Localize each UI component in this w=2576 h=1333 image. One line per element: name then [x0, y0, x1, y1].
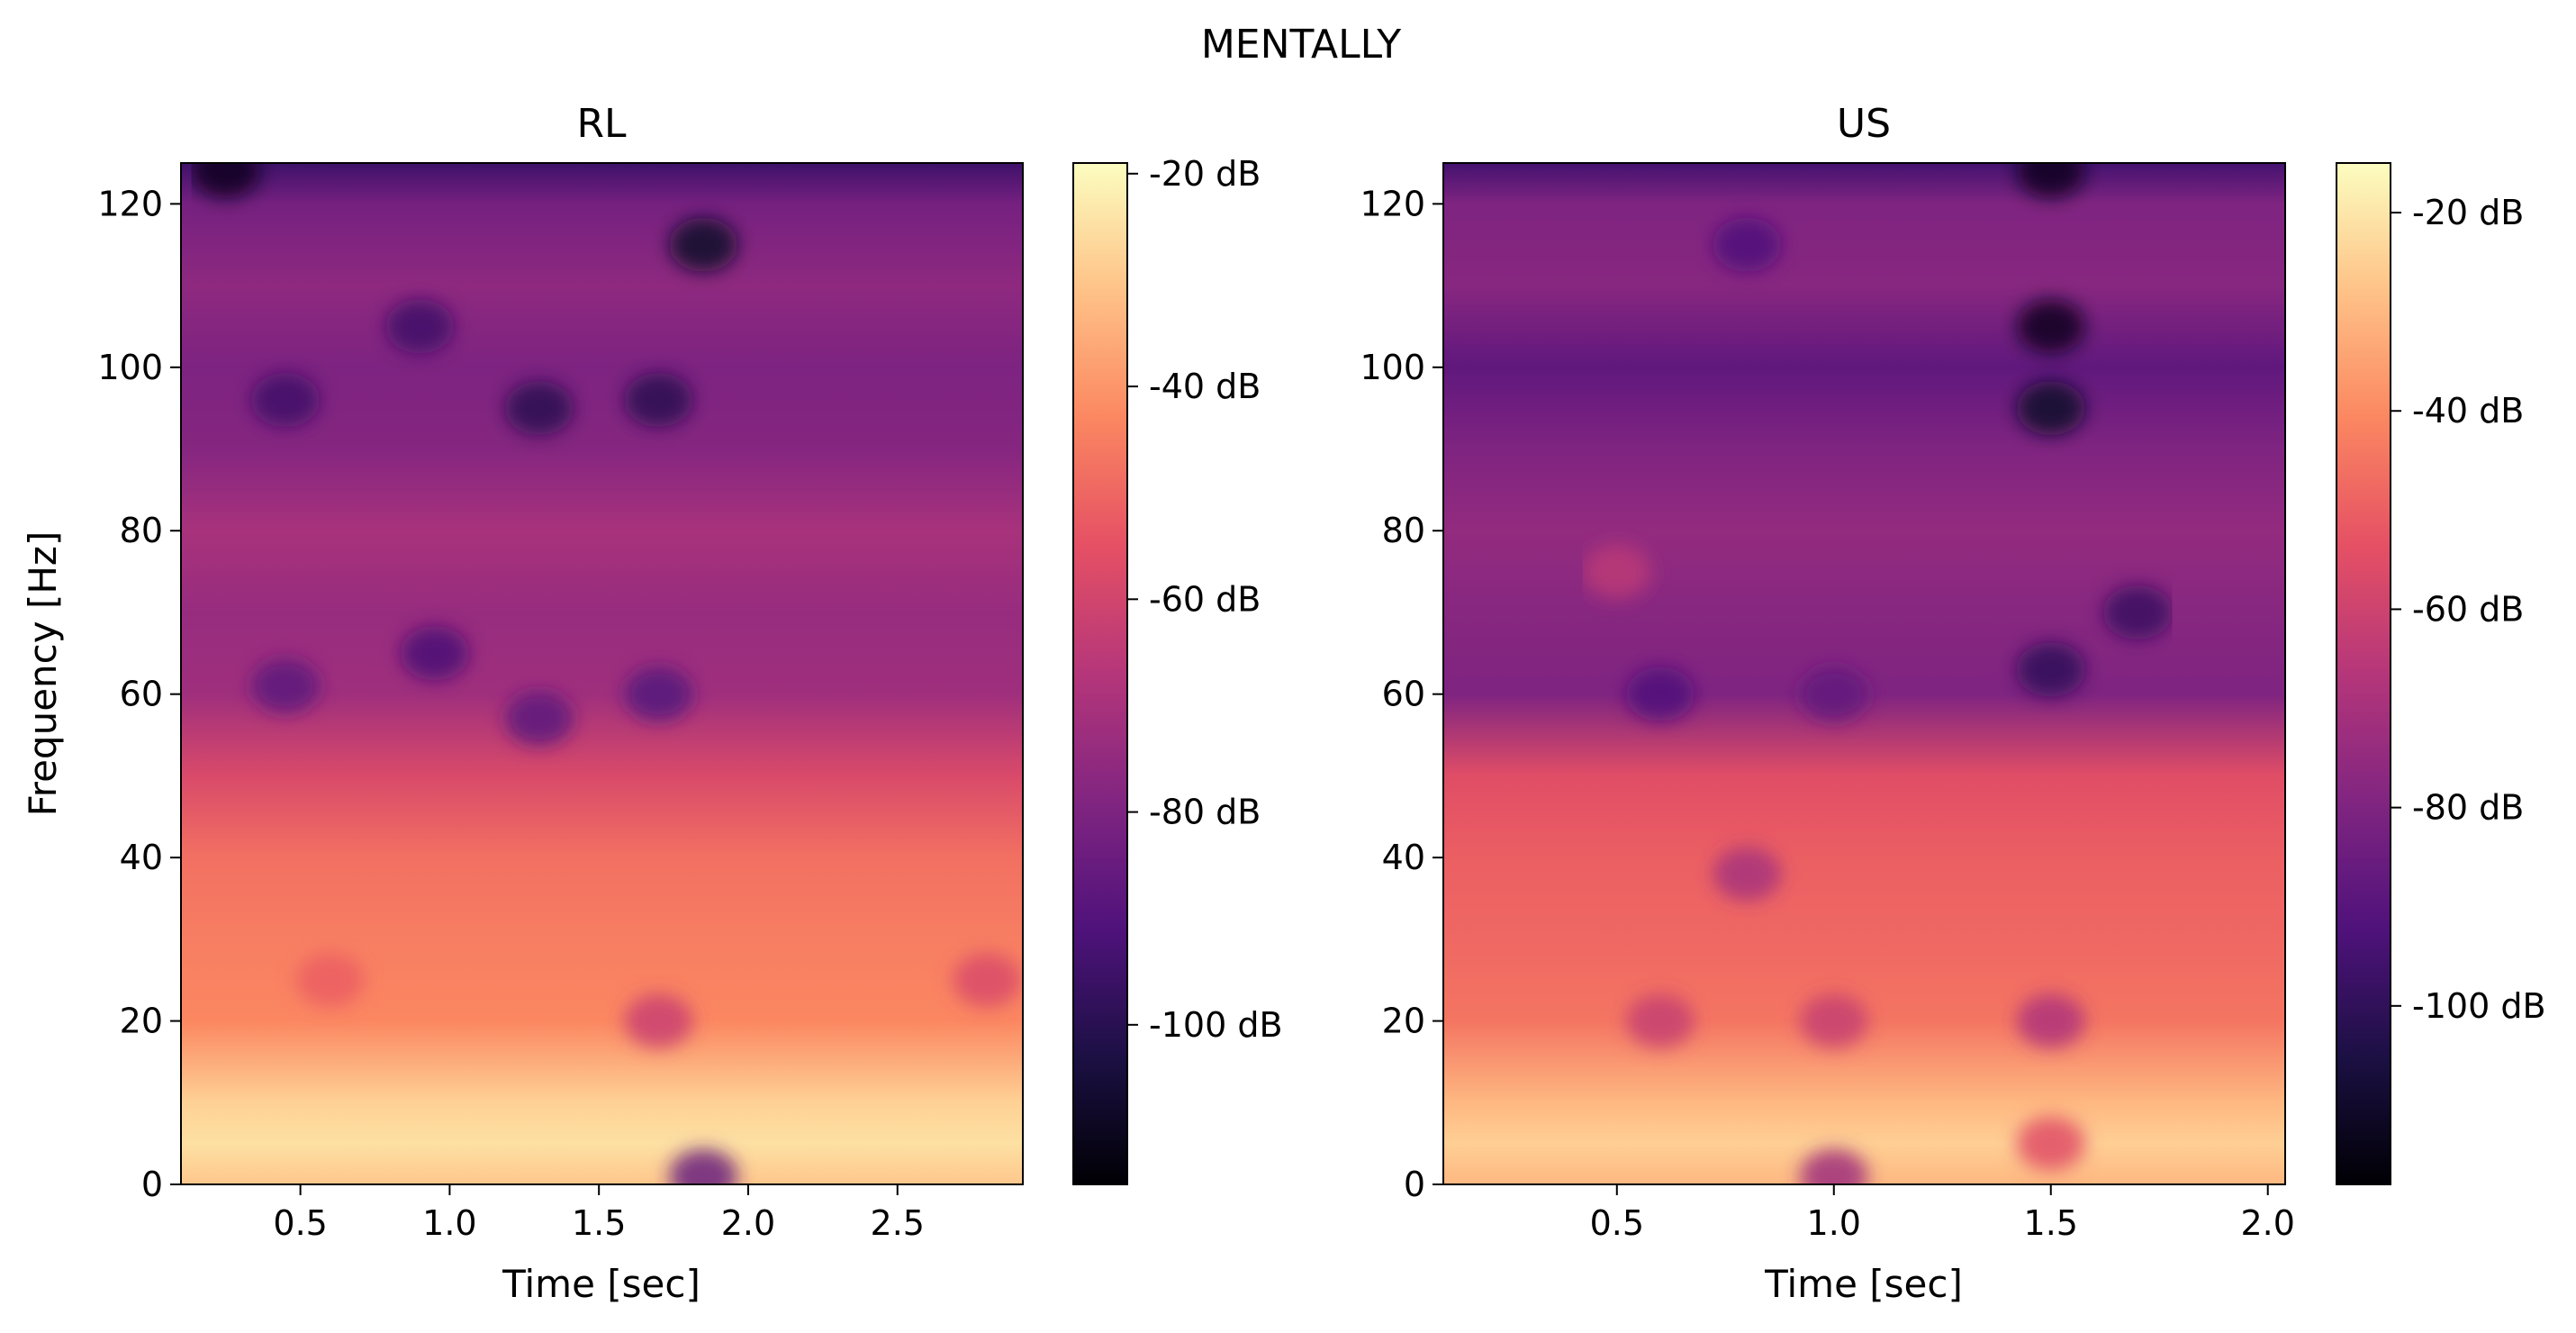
colorbar-tick-label: -60 dB: [2412, 589, 2524, 629]
y-tick-label: 120: [1360, 184, 1425, 223]
colorbar-ticks: -20 dB -40 dB -60 dB -80 dB -100 dB: [1127, 154, 1283, 1045]
x-axis-label: Time [sec]: [1764, 1262, 1963, 1306]
colorbar-tick-label: -80 dB: [2412, 788, 2524, 828]
spectrogram-heatmap: [1443, 163, 2285, 1184]
figure-title: MENTALLY: [1201, 22, 1401, 68]
x-tick-label: 1.0: [1807, 1203, 1861, 1243]
x-tick-label: 2.5: [871, 1203, 925, 1243]
y-tick-label: 20: [1382, 1002, 1425, 1041]
spectrogram-feature: [669, 1148, 738, 1184]
x-tick-label: 2.0: [721, 1203, 775, 1243]
spectrogram-feature: [1625, 993, 1695, 1048]
spectrogram-feature: [504, 691, 574, 746]
colorbar-tick-label: -100 dB: [2412, 986, 2546, 1026]
colorbar-tick-label: -60 dB: [1149, 579, 1261, 619]
x-tick-label: 2.0: [2241, 1203, 2295, 1243]
colorbar-tick-label: -20 dB: [2412, 193, 2524, 232]
x-tick-label: 1.0: [422, 1203, 476, 1243]
x-tick-label: 0.5: [1590, 1203, 1644, 1243]
x-axis-ticks: 0.5 1.0 1.5 2.0: [1590, 1184, 2295, 1243]
y-tick-label: 0: [141, 1165, 163, 1204]
spectrogram-feature: [2016, 993, 2085, 1048]
panel-title: RL: [576, 101, 627, 147]
spectrogram-feature: [624, 373, 693, 428]
spectrogram-background: [181, 163, 1023, 1184]
y-axis-ticks: 0 20 40 60 80 100 120: [97, 184, 181, 1204]
spectrogram-feature: [400, 626, 469, 681]
spectrogram-feature: [1799, 993, 1868, 1048]
y-tick-label: 60: [1382, 675, 1425, 714]
plot-frame: [1442, 162, 2286, 1185]
spectrogram-feature: [2016, 381, 2085, 436]
y-tick-label: 100: [1360, 348, 1425, 387]
y-axis-ticks: 0 20 40 60 80 100 120: [1360, 184, 1443, 1204]
spectrogram-feature: [2016, 642, 2085, 697]
y-tick-label: 100: [97, 348, 163, 387]
spectrogram-feature: [624, 993, 693, 1048]
colorbar: [1072, 162, 1128, 1185]
colorbar: [2336, 162, 2391, 1185]
colorbar-ticks: -20 dB -40 dB -60 dB -80 dB -100 dB: [2391, 193, 2546, 1026]
colorbar-tick-label: -40 dB: [1149, 367, 1261, 406]
spectrogram-panel-us: US 0.5 1.0 1.5 2.0 0 20 40 60 80 100 120 Time [se…: [1360, 101, 2545, 1306]
spectrogram-feature: [624, 666, 693, 721]
panel-title: US: [1837, 101, 1891, 147]
y-tick-label: 40: [1382, 838, 1425, 877]
spectrogram-feature: [2103, 585, 2173, 639]
spectrogram-heatmap: [181, 163, 1023, 1184]
colorbar-tick-label: -20 dB: [1149, 154, 1261, 194]
y-tick-label: 60: [120, 675, 163, 714]
colorbar-tick-label: -80 dB: [1149, 793, 1261, 832]
spectrogram-feature: [1625, 666, 1695, 721]
colorbar-tick-label: -100 dB: [1149, 1005, 1283, 1045]
spectrogram-feature: [1582, 544, 1651, 599]
x-axis-ticks: 0.5 1.0 1.5 2.0 2.5: [273, 1184, 925, 1243]
spectrogram-feature: [385, 299, 455, 354]
spectrogram-feature: [953, 953, 1022, 1008]
spectrogram-feature: [251, 658, 321, 713]
y-tick-label: 0: [1404, 1165, 1425, 1204]
spectrogram-feature: [504, 381, 574, 436]
x-tick-label: 0.5: [273, 1203, 327, 1243]
plot-frame: [180, 162, 1024, 1185]
spectrogram-panel-rl: RL 0.5 1.0 1.5 2.0 2.5 0 20 40 60 80 100 120 Time …: [21, 101, 1283, 1306]
spectrogram-feature: [669, 217, 738, 272]
colorbar-tick-label: -40 dB: [2412, 391, 2524, 431]
spectrogram-feature: [251, 373, 321, 428]
y-tick-label: 120: [97, 184, 163, 223]
spectrogram-feature: [1713, 217, 1782, 272]
spectrogram-feature: [2016, 299, 2085, 354]
spectrogram-feature: [1799, 1148, 1868, 1184]
y-tick-label: 20: [120, 1002, 163, 1041]
spectrogram-feature: [2016, 1116, 2085, 1171]
spectrogram-feature: [1799, 666, 1868, 721]
y-tick-label: 40: [120, 838, 163, 877]
x-tick-label: 1.5: [572, 1203, 626, 1243]
spectrogram-feature: [191, 163, 260, 199]
y-tick-label: 80: [120, 511, 163, 550]
y-tick-label: 80: [1382, 511, 1425, 550]
y-axis-label: Frequency [Hz]: [21, 531, 65, 817]
x-axis-label: Time [sec]: [502, 1262, 700, 1306]
x-tick-label: 1.5: [2024, 1203, 2078, 1243]
spectrogram-feature: [295, 953, 365, 1008]
spectrogram-feature: [2016, 163, 2085, 199]
spectrogram-feature: [1713, 847, 1782, 902]
